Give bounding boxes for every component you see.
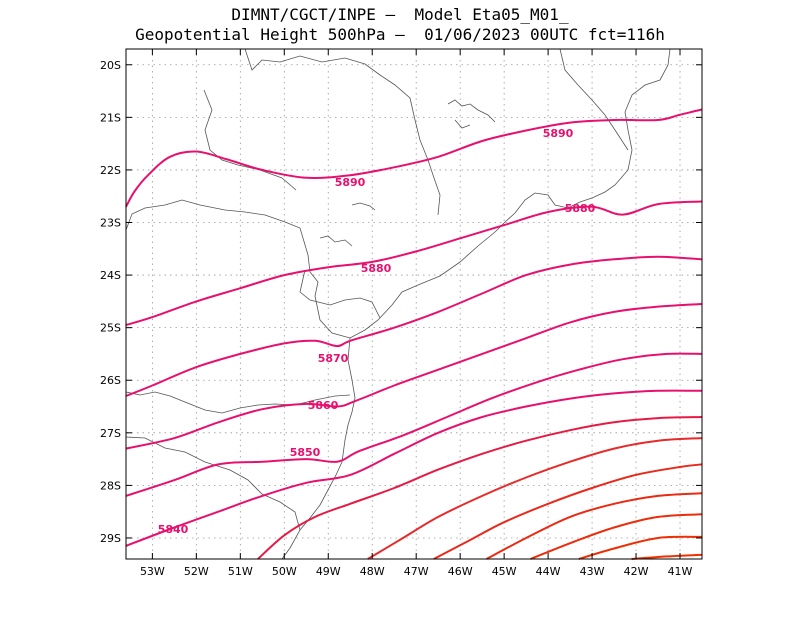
lat-label-20s: 20S xyxy=(100,59,121,72)
border-mg-es xyxy=(559,48,629,151)
contour-5770 xyxy=(631,553,703,560)
contour-5780 xyxy=(578,535,703,560)
border-mg-sp xyxy=(244,48,441,216)
lon-label-48w: 48W xyxy=(360,565,385,578)
contour-label-5880-east: 5880 xyxy=(565,202,596,215)
lon-label-46w: 46W xyxy=(448,565,473,578)
graticule xyxy=(126,49,702,559)
reservoir xyxy=(319,235,353,247)
height-contours xyxy=(125,108,703,560)
contour-label-5870: 5870 xyxy=(318,352,349,365)
lon-label-49w: 49W xyxy=(316,565,341,578)
contour-label-5860: 5860 xyxy=(308,399,339,412)
title-line-1: DIMNT/CGCT/INPE – Model Eta05_M01_ xyxy=(231,5,569,24)
coastline xyxy=(125,48,671,339)
lat-label-24s: 24S xyxy=(100,269,121,282)
contour-5870 xyxy=(125,255,703,397)
contour-5850 xyxy=(125,352,703,497)
lat-label-25s: 25S xyxy=(100,322,121,335)
lake-furnas xyxy=(447,99,496,129)
contour-5800 xyxy=(486,492,703,560)
axis-ticks: 53W 52W 51W 50W 49W 48W 47W 46W 45W 44W 43W 42W 41W 2… xyxy=(100,49,702,578)
lat-label-26s: 26S xyxy=(100,374,121,387)
contour-5830 xyxy=(257,416,703,560)
lat-label-27s: 27S xyxy=(100,427,121,440)
lon-label-44w: 44W xyxy=(536,565,561,578)
lat-label-21s: 21S xyxy=(100,111,121,124)
contour-label-5880-west: 5880 xyxy=(361,262,392,275)
lon-label-52w: 52W xyxy=(184,565,209,578)
coastline-south xyxy=(299,337,356,531)
lon-label-50w: 50W xyxy=(272,565,297,578)
contour-5790 xyxy=(530,513,703,560)
lat-label-29s: 29S xyxy=(100,532,121,545)
contour-5890 xyxy=(125,108,703,208)
lon-label-47w: 47W xyxy=(404,565,429,578)
contour-5810 xyxy=(433,463,703,560)
lon-label-41w: 41W xyxy=(668,565,693,578)
reservoir-2 xyxy=(351,202,376,211)
contour-label-5850: 5850 xyxy=(290,446,321,459)
border-pr-sc xyxy=(125,391,351,414)
lat-label-28s: 28S xyxy=(100,479,121,492)
coastline-and-borders xyxy=(125,48,671,560)
lon-label-43w: 43W xyxy=(580,565,605,578)
contour-5820 xyxy=(367,437,703,560)
lon-label-51w: 51W xyxy=(228,565,253,578)
border-ms-sp xyxy=(203,89,297,191)
lat-label-22s: 22S xyxy=(100,164,121,177)
border-sp-pr xyxy=(299,269,381,319)
contour-label-5890-east: 5890 xyxy=(543,127,574,140)
lon-label-45w: 45W xyxy=(492,565,517,578)
contour-5840 xyxy=(125,389,703,547)
contour-5880 xyxy=(125,200,703,326)
contour-5860 xyxy=(125,303,703,450)
map-frame xyxy=(125,48,703,560)
contour-label-5840: 5840 xyxy=(158,523,189,536)
lon-label-42w: 42W xyxy=(624,565,649,578)
lat-label-23s: 23S xyxy=(100,217,121,230)
lon-label-53w: 53W xyxy=(140,565,165,578)
contour-label-5890-west: 5890 xyxy=(335,176,366,189)
map-frame-bg xyxy=(126,49,702,559)
title-line-2: Geopotential Height 500hPa – 01/06/2023 … xyxy=(135,25,665,44)
